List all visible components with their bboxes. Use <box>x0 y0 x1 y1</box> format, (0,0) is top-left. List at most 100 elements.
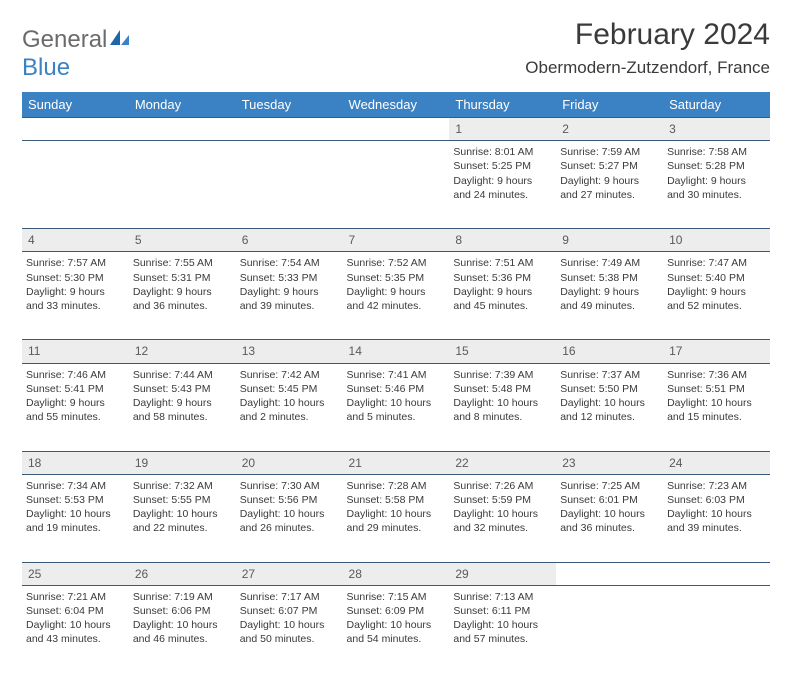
weekday-header: Monday <box>129 92 236 118</box>
brand-word-1: General <box>22 26 107 53</box>
day-cell: Sunrise: 7:19 AMSunset: 6:06 PMDaylight:… <box>129 585 236 673</box>
sunset-line: Sunset: 5:51 PM <box>667 382 766 396</box>
day-cell: Sunrise: 7:34 AMSunset: 5:53 PMDaylight:… <box>22 474 129 562</box>
sunrise-line: Sunrise: 7:17 AM <box>240 590 339 604</box>
day-number: 25 <box>22 562 129 585</box>
weekday-header: Saturday <box>663 92 770 118</box>
day-number: 17 <box>663 340 770 363</box>
page-header: GeneralBlue February 2024 Obermodern-Zut… <box>22 18 770 82</box>
daylight-line: Daylight: 10 hours and 2 minutes. <box>240 396 339 424</box>
sunset-line: Sunset: 5:56 PM <box>240 493 339 507</box>
daylight-line: Daylight: 10 hours and 19 minutes. <box>26 507 125 535</box>
daynum-row: 11121314151617 <box>22 340 770 363</box>
sunrise-line: Sunrise: 7:41 AM <box>347 368 446 382</box>
day-number: 29 <box>449 562 556 585</box>
location-label: Obermodern-Zutzendorf, France <box>525 58 770 78</box>
empty-cell <box>129 141 236 229</box>
empty-cell <box>22 141 129 229</box>
month-title: February 2024 <box>525 18 770 52</box>
day-number: 5 <box>129 229 236 252</box>
sunrise-line: Sunrise: 7:21 AM <box>26 590 125 604</box>
calendar-table: SundayMondayTuesdayWednesdayThursdayFrid… <box>22 92 770 673</box>
day-cell: Sunrise: 7:21 AMSunset: 6:04 PMDaylight:… <box>22 585 129 673</box>
sunrise-line: Sunrise: 7:36 AM <box>667 368 766 382</box>
sunset-line: Sunset: 5:46 PM <box>347 382 446 396</box>
day-cell: Sunrise: 7:25 AMSunset: 6:01 PMDaylight:… <box>556 474 663 562</box>
empty-cell <box>663 562 770 585</box>
daylight-line: Daylight: 9 hours and 45 minutes. <box>453 285 552 313</box>
sunset-line: Sunset: 5:38 PM <box>560 271 659 285</box>
weekday-header: Sunday <box>22 92 129 118</box>
day-cell: Sunrise: 7:26 AMSunset: 5:59 PMDaylight:… <box>449 474 556 562</box>
day-number: 13 <box>236 340 343 363</box>
sunset-line: Sunset: 6:07 PM <box>240 604 339 618</box>
calendar-header-row: SundayMondayTuesdayWednesdayThursdayFrid… <box>22 92 770 118</box>
empty-cell <box>343 118 450 141</box>
sunset-line: Sunset: 5:55 PM <box>133 493 232 507</box>
detail-row: Sunrise: 7:34 AMSunset: 5:53 PMDaylight:… <box>22 474 770 562</box>
sunset-line: Sunset: 5:58 PM <box>347 493 446 507</box>
sunrise-line: Sunrise: 7:52 AM <box>347 256 446 270</box>
day-number: 21 <box>343 451 450 474</box>
day-number: 24 <box>663 451 770 474</box>
sunrise-line: Sunrise: 7:47 AM <box>667 256 766 270</box>
empty-cell <box>556 585 663 673</box>
day-cell: Sunrise: 7:13 AMSunset: 6:11 PMDaylight:… <box>449 585 556 673</box>
sunset-line: Sunset: 5:30 PM <box>26 271 125 285</box>
day-cell: Sunrise: 7:59 AMSunset: 5:27 PMDaylight:… <box>556 141 663 229</box>
sunrise-line: Sunrise: 7:26 AM <box>453 479 552 493</box>
detail-row: Sunrise: 7:57 AMSunset: 5:30 PM Daylight:… <box>22 252 770 340</box>
day-number: 23 <box>556 451 663 474</box>
day-number: 26 <box>129 562 236 585</box>
day-cell: Sunrise: 7:49 AMSunset: 5:38 PMDaylight:… <box>556 252 663 340</box>
daynum-row: 18192021222324 <box>22 451 770 474</box>
day-number: 7 <box>343 229 450 252</box>
sunrise-line: Sunrise: 7:55 AM <box>133 256 232 270</box>
weekday-header: Thursday <box>449 92 556 118</box>
day-number: 27 <box>236 562 343 585</box>
daylight-line: Daylight: 9 hours and 55 minutes. <box>26 396 125 424</box>
sunrise-line: Sunrise: 7:13 AM <box>453 590 552 604</box>
daylight-line: Daylight: 9 hours and 27 minutes. <box>560 174 659 202</box>
sunrise-line: Sunrise: 7:54 AM <box>240 256 339 270</box>
day-cell: Sunrise: 7:55 AMSunset: 5:31 PMDaylight:… <box>129 252 236 340</box>
sunrise-line: Sunrise: 7:57 AM <box>26 256 125 270</box>
daylight-line: Daylight: 10 hours and 5 minutes. <box>347 396 446 424</box>
sunrise-line: Sunrise: 7:59 AM <box>560 145 659 159</box>
day-cell: Sunrise: 7:54 AMSunset: 5:33 PMDaylight:… <box>236 252 343 340</box>
daynum-row: 45678910 <box>22 229 770 252</box>
sunrise-line: Sunrise: 7:34 AM <box>26 479 125 493</box>
empty-cell <box>236 141 343 229</box>
day-cell: Sunrise: 7:17 AMSunset: 6:07 PMDaylight:… <box>236 585 343 673</box>
day-number: 10 <box>663 229 770 252</box>
day-number: 15 <box>449 340 556 363</box>
sunrise-line: Sunrise: 7:42 AM <box>240 368 339 382</box>
daylight-line: Daylight: 10 hours and 8 minutes. <box>453 396 552 424</box>
sunrise-line: Sunrise: 7:37 AM <box>560 368 659 382</box>
day-number: 3 <box>663 118 770 141</box>
sunset-line: Sunset: 5:28 PM <box>667 159 766 173</box>
day-number: 14 <box>343 340 450 363</box>
daylight-line: Daylight: 9 hours and 36 minutes. <box>133 285 232 313</box>
daylight-line: Daylight: 10 hours and 32 minutes. <box>453 507 552 535</box>
daylight-line: Daylight: 10 hours and 57 minutes. <box>453 618 552 646</box>
sunrise-line: Sunrise: 7:28 AM <box>347 479 446 493</box>
daylight-line: Daylight: 9 hours and 58 minutes. <box>133 396 232 424</box>
day-cell: Sunrise: 7:39 AMSunset: 5:48 PMDaylight:… <box>449 363 556 451</box>
day-cell: Sunrise: 7:58 AMSunset: 5:28 PMDaylight:… <box>663 141 770 229</box>
sunset-line: Sunset: 5:50 PM <box>560 382 659 396</box>
daylight-line: Daylight: 10 hours and 22 minutes. <box>133 507 232 535</box>
day-cell: Sunrise: 7:28 AMSunset: 5:58 PMDaylight:… <box>343 474 450 562</box>
sunset-line: Sunset: 5:48 PM <box>453 382 552 396</box>
sunset-line: Sunset: 5:59 PM <box>453 493 552 507</box>
day-cell: Sunrise: 7:23 AMSunset: 6:03 PMDaylight:… <box>663 474 770 562</box>
sunset-line: Sunset: 5:45 PM <box>240 382 339 396</box>
day-number: 4 <box>22 229 129 252</box>
day-number: 20 <box>236 451 343 474</box>
sunset-line: Sunset: 5:53 PM <box>26 493 125 507</box>
sunrise-line: Sunrise: 7:32 AM <box>133 479 232 493</box>
day-number: 28 <box>343 562 450 585</box>
empty-cell <box>343 141 450 229</box>
day-cell: Sunrise: 7:44 AMSunset: 5:43 PMDaylight:… <box>129 363 236 451</box>
brand-word-2: Blue <box>22 54 70 81</box>
